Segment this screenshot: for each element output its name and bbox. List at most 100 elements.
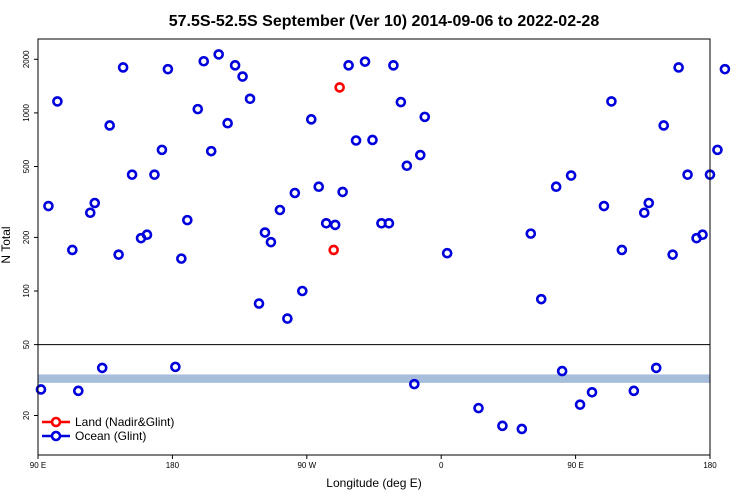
- y-tick-label: 1000: [22, 103, 31, 121]
- point-ocean-glint: [598, 200, 610, 212]
- legend-label-land-nadir-glint: Land (Nadir&Glint): [75, 415, 174, 429]
- point-ocean-glint: [213, 49, 224, 60]
- point-ocean-glint: [205, 145, 217, 157]
- point-ocean-glint: [682, 169, 693, 180]
- legend: Land (Nadir&Glint)Ocean (Glint): [42, 415, 174, 443]
- x-axis-title: Longitude (deg E): [326, 476, 421, 490]
- point-ocean-glint: [673, 62, 684, 73]
- point-ocean-glint: [113, 249, 124, 260]
- point-ocean-glint: [516, 423, 528, 435]
- point-ocean-glint: [52, 96, 63, 107]
- point-ocean-glint: [35, 384, 47, 395]
- x-tick-label: 90 E: [567, 461, 583, 470]
- point-ocean-glint: [192, 103, 204, 115]
- point-ocean-glint: [89, 197, 101, 209]
- point-ocean-glint: [265, 236, 277, 248]
- point-ocean-glint: [313, 181, 325, 193]
- point-ocean-glint: [162, 63, 174, 75]
- point-ocean-glint: [414, 149, 426, 161]
- x-tick-label: 180: [166, 461, 180, 470]
- point-ocean-glint: [182, 214, 193, 226]
- point-ocean-glint: [96, 362, 108, 374]
- point-ocean-glint: [383, 217, 395, 229]
- point-ocean-glint: [388, 60, 399, 71]
- plot-frame: [37, 38, 711, 456]
- point-land-nadir-glint: [328, 244, 339, 256]
- x-axis: 90 E 180 90 W 0 90 E 180: [30, 455, 717, 470]
- point-ocean-glint: [297, 285, 308, 297]
- point-ocean-glint: [289, 187, 301, 199]
- point-ocean-glint: [282, 313, 293, 324]
- y-axis-title: N Total: [0, 226, 13, 263]
- point-ocean-glint: [497, 420, 508, 432]
- y-tick-label: 20: [22, 410, 31, 419]
- point-ocean-glint: [156, 144, 168, 156]
- x-tick-label: 0: [439, 461, 444, 470]
- legend-marker-ocean-glint: [50, 430, 62, 442]
- point-ocean-glint: [650, 362, 662, 374]
- point-ocean-glint: [176, 253, 187, 264]
- y-tick-label: 2000: [22, 50, 31, 68]
- point-ocean-glint: [419, 111, 431, 123]
- point-ocean-glint: [556, 365, 568, 377]
- point-ocean-glint: [43, 200, 54, 212]
- point-ocean-glint: [126, 169, 138, 180]
- point-ocean-glint: [305, 114, 317, 125]
- point-ocean-glint: [350, 135, 362, 146]
- chart-title: 57.5S-52.5S September (Ver 10) 2014-09-0…: [169, 13, 600, 30]
- point-ocean-glint: [565, 170, 577, 181]
- point-ocean-glint: [244, 93, 256, 105]
- point-ocean-glint: [149, 169, 160, 180]
- point-ocean-glint: [638, 207, 650, 219]
- x-tick-label: 90 W: [297, 461, 316, 470]
- y-tick-label: 100: [22, 284, 31, 298]
- band-layer: [38, 374, 710, 383]
- point-ocean-glint: [343, 60, 354, 71]
- point-ocean-glint: [697, 229, 708, 241]
- point-ocean-glint: [550, 181, 562, 193]
- point-ocean-glint: [259, 227, 271, 238]
- point-ocean-glint: [359, 56, 371, 67]
- legend-label-ocean-glint: Ocean (Glint): [75, 429, 146, 443]
- point-ocean-glint: [104, 120, 115, 131]
- point-ocean-glint: [329, 219, 341, 231]
- shaded-band: [38, 374, 710, 383]
- point-ocean-glint: [616, 244, 628, 256]
- point-ocean-glint: [229, 60, 241, 71]
- point-ocean-glint: [606, 96, 617, 107]
- point-ocean-glint: [274, 204, 286, 216]
- point-ocean-glint: [67, 244, 78, 256]
- point-ocean-glint: [73, 385, 84, 397]
- point-ocean-glint: [658, 120, 670, 131]
- point-ocean-glint: [222, 117, 233, 129]
- point-ocean-glint: [719, 63, 731, 75]
- point-ocean-glint: [628, 385, 640, 397]
- y-axis: 20 50 100 200 500 1000 2000: [22, 50, 38, 420]
- point-ocean-glint: [237, 71, 248, 82]
- point-ocean-glint: [535, 293, 547, 305]
- point-ocean-glint: [395, 96, 407, 108]
- point-land-nadir-glint: [334, 82, 345, 93]
- point-ocean-glint: [574, 399, 586, 410]
- point-ocean-glint: [667, 249, 678, 260]
- y-tick-label: 500: [22, 159, 31, 173]
- point-ocean-glint: [712, 144, 723, 156]
- point-ocean-glint: [367, 134, 378, 146]
- point-ocean-glint: [84, 207, 96, 219]
- point-ocean-glint: [198, 55, 210, 67]
- point-ocean-glint: [441, 247, 453, 259]
- point-ocean-glint: [117, 62, 129, 73]
- point-ocean-glint: [320, 217, 332, 229]
- point-ocean-glint: [643, 197, 655, 209]
- point-ocean-glint: [141, 229, 153, 241]
- point-ocean-glint: [170, 361, 181, 373]
- point-ocean-glint: [473, 402, 484, 414]
- point-ocean-glint: [337, 186, 348, 198]
- y-tick-label: 200: [22, 230, 31, 244]
- point-ocean-glint: [586, 386, 598, 398]
- legend-marker-land-nadir-glint: [50, 416, 62, 428]
- y-tick-label: 50: [22, 340, 31, 349]
- point-ocean-glint: [401, 160, 413, 172]
- x-tick-label: 180: [703, 461, 717, 470]
